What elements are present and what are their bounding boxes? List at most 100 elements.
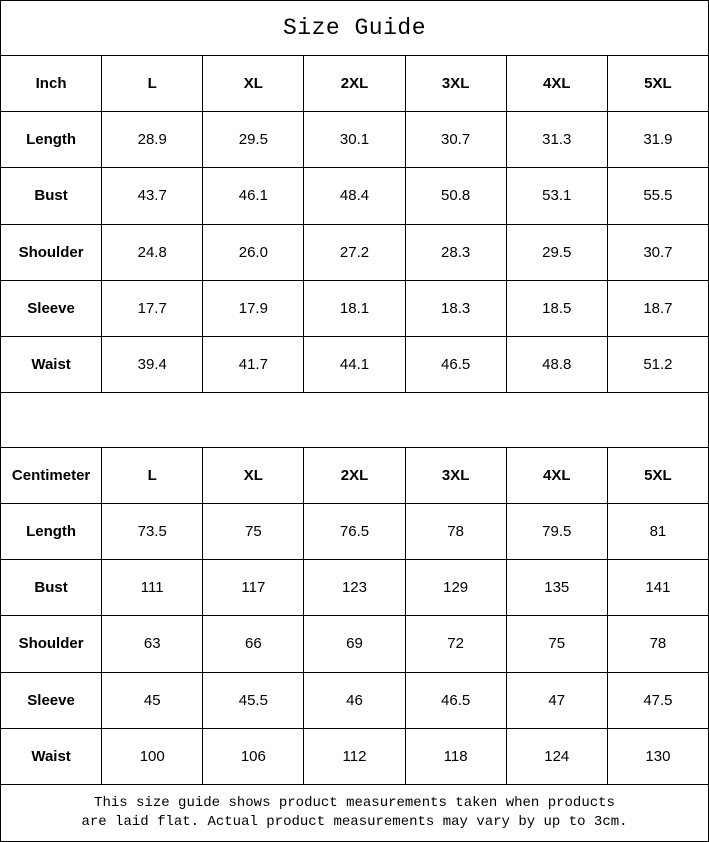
measurement-value-cell: 46.5 — [404, 671, 507, 729]
measurement-value-cell: 79.5 — [505, 503, 608, 561]
size-guide-title: Size Guide — [0, 0, 709, 57]
size-header-cell: 3XL — [404, 446, 507, 505]
measurement-row: Sleeve 17.7 17.9 18.1 18.3 18.5 18.7 — [0, 279, 709, 337]
measurement-value-cell: 135 — [505, 559, 608, 617]
measurement-value-cell: 73.5 — [101, 503, 204, 561]
measurement-value-cell: 78 — [404, 503, 507, 561]
measurement-value-cell: 39.4 — [101, 335, 204, 393]
measurement-row: Bust 111 117 123 129 135 141 — [0, 559, 709, 617]
measurement-label-cell: Shoulder — [0, 223, 103, 281]
measurement-row: Waist 39.4 41.7 44.1 46.5 48.8 51.2 — [0, 335, 709, 393]
measurement-value-cell: 117 — [202, 559, 305, 617]
measurement-value-cell: 63 — [101, 615, 204, 673]
measurement-value-cell: 50.8 — [404, 167, 507, 225]
measurement-row: Length 28.9 29.5 30.1 30.7 31.3 31.9 — [0, 111, 709, 169]
measurement-value-cell: 18.5 — [505, 279, 608, 337]
measurement-value-cell: 46.5 — [404, 335, 507, 393]
measurement-value-cell: 31.9 — [606, 111, 709, 169]
measurement-value-cell: 31.3 — [505, 111, 608, 169]
measurement-value-cell: 66 — [202, 615, 305, 673]
measurement-row: Waist 100 106 112 118 124 130 — [0, 727, 709, 785]
measurement-value-cell: 29.5 — [505, 223, 608, 281]
table-spacer-row — [0, 391, 709, 449]
size-header-cell: 4XL — [505, 55, 608, 113]
measurement-value-cell: 18.3 — [404, 279, 507, 337]
measurement-label-cell: Bust — [0, 167, 103, 225]
measurement-value-cell: 111 — [101, 559, 204, 617]
measurement-row: Shoulder 24.8 26.0 27.2 28.3 29.5 30.7 — [0, 223, 709, 281]
measurement-row: Length 73.5 75 76.5 78 79.5 81 — [0, 503, 709, 561]
measurement-value-cell: 106 — [202, 727, 305, 785]
measurement-value-cell: 45.5 — [202, 671, 305, 729]
measurement-value-cell: 124 — [505, 727, 608, 785]
table-spacer — [0, 391, 709, 449]
measurement-value-cell: 18.1 — [303, 279, 406, 337]
size-header-cell: 4XL — [505, 446, 608, 505]
measurement-value-cell: 81 — [606, 503, 709, 561]
measurement-value-cell: 72 — [404, 615, 507, 673]
measurement-label-cell: Shoulder — [0, 615, 103, 673]
size-header-cell: L — [101, 446, 204, 505]
size-header-cell: XL — [202, 446, 305, 505]
measurement-value-cell: 29.5 — [202, 111, 305, 169]
measurement-value-cell: 53.1 — [505, 167, 608, 225]
title-row: Size Guide — [0, 0, 709, 57]
unit-label-cell: Inch — [0, 55, 103, 113]
footer-note-line2: are laid flat. Actual product measuremen… — [81, 813, 628, 830]
measurement-value-cell: 17.9 — [202, 279, 305, 337]
measurement-value-cell: 46.1 — [202, 167, 305, 225]
measurement-value-cell: 129 — [404, 559, 507, 617]
measurement-value-cell: 47 — [505, 671, 608, 729]
measurement-value-cell: 30.1 — [303, 111, 406, 169]
measurement-row: Shoulder 63 66 69 72 75 78 — [0, 615, 709, 673]
measurement-value-cell: 75 — [505, 615, 608, 673]
size-header-cell: 5XL — [606, 446, 709, 505]
measurement-value-cell: 30.7 — [606, 223, 709, 281]
size-header-cell: 2XL — [303, 55, 406, 113]
measurement-value-cell: 47.5 — [606, 671, 709, 729]
size-header-row: Centimeter L XL 2XL 3XL 4XL 5XL — [0, 446, 709, 505]
size-header-cell: 3XL — [404, 55, 507, 113]
measurement-label-cell: Length — [0, 503, 103, 561]
measurement-row: Sleeve 45 45.5 46 46.5 47 47.5 — [0, 671, 709, 729]
measurement-value-cell: 45 — [101, 671, 204, 729]
measurement-value-cell: 27.2 — [303, 223, 406, 281]
measurement-value-cell: 112 — [303, 727, 406, 785]
measurement-label-cell: Waist — [0, 335, 103, 393]
measurement-label-cell: Length — [0, 111, 103, 169]
measurement-row: Bust 43.7 46.1 48.4 50.8 53.1 55.5 — [0, 167, 709, 225]
size-header-row: Inch L XL 2XL 3XL 4XL 5XL — [0, 55, 709, 113]
measurement-value-cell: 51.2 — [606, 335, 709, 393]
measurement-value-cell: 130 — [606, 727, 709, 785]
measurement-value-cell: 55.5 — [606, 167, 709, 225]
measurement-value-cell: 46 — [303, 671, 406, 729]
measurement-label-cell: Sleeve — [0, 279, 103, 337]
measurement-value-cell: 100 — [101, 727, 204, 785]
measurement-value-cell: 44.1 — [303, 335, 406, 393]
measurement-value-cell: 141 — [606, 559, 709, 617]
unit-label-cell: Centimeter — [0, 446, 103, 505]
footer-note-line1: This size guide shows product measuremen… — [94, 794, 615, 811]
measurement-value-cell: 123 — [303, 559, 406, 617]
measurement-label-cell: Sleeve — [0, 671, 103, 729]
measurement-value-cell: 75 — [202, 503, 305, 561]
measurement-value-cell: 69 — [303, 615, 406, 673]
measurement-value-cell: 48.8 — [505, 335, 608, 393]
measurement-value-cell: 28.3 — [404, 223, 507, 281]
measurement-value-cell: 43.7 — [101, 167, 204, 225]
size-header-cell: XL — [202, 55, 305, 113]
footer-note: This size guide shows product measuremen… — [0, 783, 709, 842]
size-header-cell: 2XL — [303, 446, 406, 505]
measurement-value-cell: 17.7 — [101, 279, 204, 337]
measurement-label-cell: Bust — [0, 559, 103, 617]
measurement-value-cell: 26.0 — [202, 223, 305, 281]
size-header-cell: 5XL — [606, 55, 709, 113]
measurement-value-cell: 48.4 — [303, 167, 406, 225]
measurement-value-cell: 78 — [606, 615, 709, 673]
measurement-value-cell: 18.7 — [606, 279, 709, 337]
measurement-value-cell: 28.9 — [101, 111, 204, 169]
measurement-value-cell: 41.7 — [202, 335, 305, 393]
